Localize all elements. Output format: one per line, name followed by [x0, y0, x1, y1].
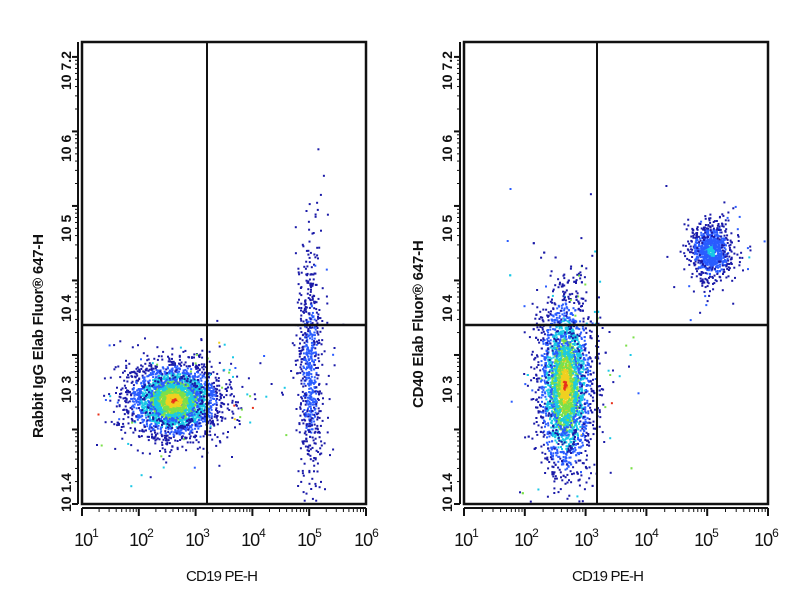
plot-left-ytick-1.4: 10 1.4 — [58, 473, 74, 512]
plot-left-ticks — [72, 42, 367, 516]
plot-left-ytick-5: 10 5 — [58, 214, 74, 242]
plot-right-xtick-3: 103 — [574, 526, 599, 550]
plot-right-svg — [454, 40, 770, 516]
plot-right-ticks — [454, 42, 769, 516]
plot-right-ytick-6: 10 6 — [439, 134, 455, 162]
plot-left-ytick-4: 10 4 — [58, 294, 74, 322]
plot-left-y-axis-label: Rabbit IgG Elab Fluor® 647-H — [30, 234, 47, 438]
plot-right-xtick-5: 105 — [694, 526, 719, 550]
plot-left-x-axis-label: CD19 PE-H — [186, 568, 258, 585]
plot-left-xtick-5: 105 — [297, 526, 322, 550]
plot-left-ytick-7.2: 10 7.2 — [58, 51, 74, 90]
plot-left-xtick-3: 103 — [185, 526, 210, 550]
plot-right-panel: CD40 Elab Fluor® 647-H 10 7.2 10 6 10 5 … — [390, 0, 804, 600]
plot-right-xtick-1: 101 — [454, 526, 479, 550]
plot-left-events — [96, 148, 345, 502]
plot-left-frame — [80, 40, 368, 506]
plot-left-xtick-6: 106 — [354, 526, 379, 550]
plot-left-ytick-6: 10 6 — [58, 134, 74, 162]
plot-right-ytick-4: 10 4 — [439, 294, 455, 322]
plot-left-panel: Rabbit IgG Elab Fluor® 647-H 10 7.2 10 6… — [0, 0, 400, 600]
plot-left-svg — [72, 40, 368, 516]
plot-left-xtick-2: 102 — [129, 526, 154, 550]
plot-right-events — [506, 185, 766, 503]
plot-right-frame — [462, 40, 770, 506]
plot-right-ytick-1.4: 10 1.4 — [439, 473, 455, 512]
plot-right-xtick-2: 102 — [514, 526, 539, 550]
plot-left-xtick-1: 101 — [74, 526, 99, 550]
plot-right-xtick-6: 106 — [754, 526, 779, 550]
plot-left-xtick-4: 104 — [241, 526, 266, 550]
plot-right-x-axis-label: CD19 PE-H — [572, 568, 644, 585]
plot-left-ytick-3: 10 3 — [58, 375, 74, 403]
plot-right-y-axis-label: CD40 Elab Fluor® 647-H — [410, 240, 427, 408]
plot-right-ytick-5: 10 5 — [439, 214, 455, 242]
plot-right-ytick-7.2: 10 7.2 — [439, 51, 455, 90]
plot-right-xtick-4: 104 — [634, 526, 659, 550]
plot-right-ytick-3: 10 3 — [439, 375, 455, 403]
